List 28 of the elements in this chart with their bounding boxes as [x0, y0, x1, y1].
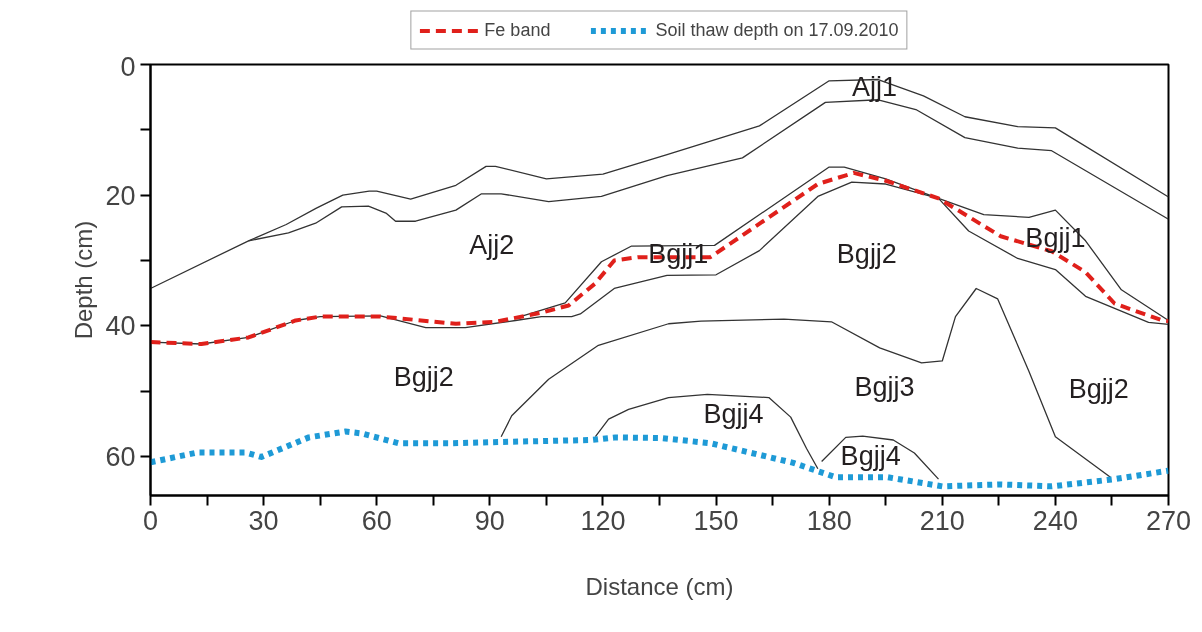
annotation: Bgjj2 [836, 238, 897, 269]
x-tick-label: 210 [919, 505, 965, 536]
annotation: Bgjj2 [1068, 374, 1129, 405]
annotation: Bgjj1 [1025, 222, 1086, 253]
y-tick-label: 20 [105, 180, 136, 211]
annotation: Ajj1 [851, 72, 897, 103]
x-tick-label: 90 [474, 505, 505, 536]
x-tick-label: 150 [693, 505, 739, 536]
x-tick-label: 30 [248, 505, 279, 536]
legend-label: Soil thaw depth on 17.09.2010 [655, 19, 899, 41]
annotation: Ajj2 [469, 230, 515, 261]
annotation: Bgjj2 [393, 361, 454, 392]
x-tick-label: 0 [142, 505, 159, 536]
y-tick-label: 60 [105, 441, 136, 472]
y-tick-label: 0 [120, 51, 136, 82]
x-tick-label: 240 [1032, 505, 1078, 536]
x-tick-label: 270 [1145, 505, 1192, 536]
x-tick-label: 180 [806, 505, 852, 536]
annotation: Bgjj4 [703, 398, 764, 429]
legend-label: Fe band [484, 19, 551, 41]
annotation: Bgjj4 [840, 441, 901, 472]
x-tick-label: 60 [361, 505, 392, 536]
annotation: Bgjj1 [648, 238, 709, 269]
x-tick-label: 120 [580, 505, 626, 536]
y-axis-title: Depth (cm) [70, 220, 98, 340]
x-axis-title: Distance (cm) [585, 572, 734, 600]
y-tick-label: 40 [105, 311, 136, 342]
annotation: Bgjj3 [854, 372, 915, 403]
